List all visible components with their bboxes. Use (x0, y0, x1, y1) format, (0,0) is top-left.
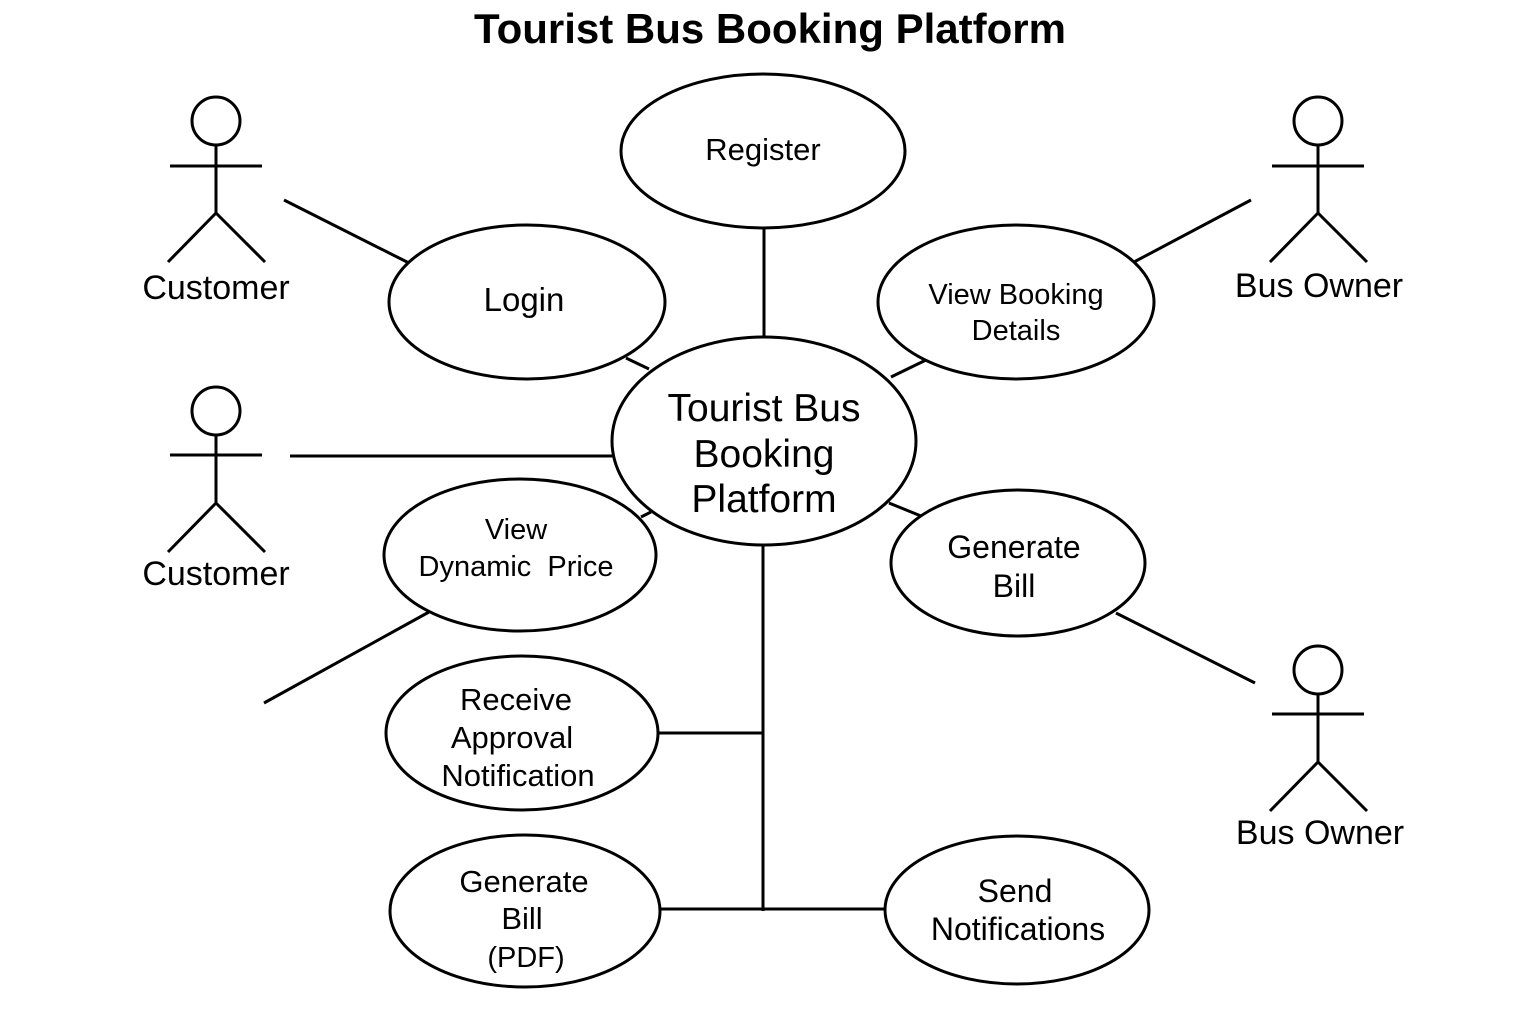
system-label-line-2: Booking (694, 433, 835, 476)
register-label: Register (705, 132, 820, 167)
generate-bill-owner-label-line-2: Bill (993, 568, 1036, 604)
actor-customer-top[interactable]: Customer (142, 95, 290, 307)
view-booking-details-label-line-2: Details (972, 315, 1061, 347)
send-notifications-label-line-1: Send (978, 873, 1053, 909)
actor-head-icon (1292, 644, 1344, 696)
receive-approval-notification-label-line-3: Notification (441, 758, 594, 793)
association-view-dynamic-price-system (640, 510, 652, 519)
generate-bill-pdf-label-line-2: Bill (501, 901, 542, 936)
generate-bill-pdf-label-line-1: Generate (459, 864, 588, 899)
association-login-system (625, 356, 650, 371)
actor-left-leg-icon (166, 501, 218, 554)
receive-approval-notification-label-line-1: Receive (460, 682, 572, 717)
associations (263, 198, 1256, 911)
actor-left-leg-icon (166, 211, 218, 264)
view-dynamic-price-ellipse[interactable] (382, 477, 658, 633)
actor-customer-top-label: Customer (142, 269, 289, 307)
association-view-dynamic-price-outer (263, 610, 430, 705)
view-dynamic-price-label-line-1: View (485, 514, 548, 546)
use-case-login[interactable]: Login (387, 223, 667, 381)
association-view-booking-system (890, 358, 927, 379)
receive-approval-notification-label-line-2: Approval (451, 720, 573, 755)
system-label-line-1: Tourist Bus (668, 387, 861, 430)
use-case-register[interactable]: Register (619, 72, 907, 230)
generate-bill-pdf-ellipse[interactable] (388, 833, 662, 989)
view-dynamic-price-label-line-2: Dynamic Price (419, 551, 614, 583)
login-label: Login (484, 281, 565, 318)
actor-bus-owner-top[interactable]: Bus Owner (1235, 95, 1403, 305)
use-case-send-notifications[interactable]: Send Notifications (883, 834, 1151, 986)
use-case-receive-approval-notification[interactable]: Receive Approval Notification (384, 654, 660, 812)
actor-right-leg-icon (1316, 760, 1369, 813)
actor-left-leg-icon (1268, 211, 1320, 264)
generate-bill-owner-label-line-1: Generate (947, 529, 1080, 565)
view-booking-details-label-line-1: View Booking (928, 279, 1103, 311)
actor-bus-owner-bottom-label: Bus Owner (1236, 814, 1404, 852)
actor-right-leg-icon (214, 211, 267, 264)
association-customer-login (283, 198, 412, 266)
use-case-view-booking-details[interactable]: View Booking Details (876, 223, 1156, 381)
register-ellipse[interactable] (619, 72, 907, 230)
actor-right-leg-icon (214, 501, 267, 554)
actor-left-leg-icon (1268, 760, 1320, 813)
system-ellipse[interactable] (610, 335, 918, 547)
association-bus-owner-view-booking (1133, 198, 1252, 264)
send-notifications-ellipse[interactable] (883, 834, 1151, 986)
actor-customer-middle[interactable]: Customer (142, 385, 290, 593)
system-label-line-3: Platform (691, 478, 836, 521)
actor-head-icon (1292, 95, 1344, 147)
use-case-generate-bill-pdf[interactable]: Generate Bill (PDF) (388, 833, 662, 989)
actor-head-icon (190, 385, 242, 437)
actor-right-leg-icon (1316, 211, 1369, 264)
use-case-generate-bill-owner[interactable]: Generate Bill (889, 488, 1147, 638)
system-use-case[interactable]: Tourist Bus Booking Platform (610, 335, 918, 547)
use-case-view-dynamic-price[interactable]: View Dynamic Price (382, 477, 658, 633)
actor-bus-owner-top-label: Bus Owner (1235, 267, 1403, 305)
generate-bill-pdf-label-line-3: (PDF) (487, 942, 564, 974)
association-system-generate-bill (888, 501, 922, 518)
generate-bill-owner-ellipse[interactable] (889, 488, 1147, 638)
actor-bus-owner-bottom[interactable]: Bus Owner (1236, 644, 1404, 852)
actor-customer-middle-label: Customer (142, 555, 289, 593)
receive-approval-notification-ellipse[interactable] (384, 654, 660, 812)
diagram-title: Tourist Bus Booking Platform (474, 5, 1066, 52)
actor-head-icon (190, 95, 242, 147)
association-generate-bill-bus-owner (1115, 611, 1256, 685)
view-booking-details-ellipse[interactable] (876, 223, 1156, 381)
send-notifications-label-line-2: Notifications (931, 911, 1105, 947)
login-ellipse[interactable] (387, 223, 667, 381)
